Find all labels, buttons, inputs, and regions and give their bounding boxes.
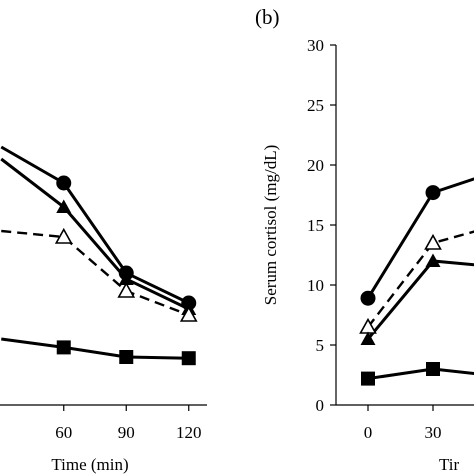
panel-a-x-tick-label: 120 <box>176 423 202 442</box>
panel-a-data-point-1 <box>56 199 72 213</box>
panel-b-label: (b) <box>255 5 280 29</box>
panel-b-y-tick-label: 10 <box>307 276 324 295</box>
panel-a-x-tick-label: 90 <box>118 423 135 442</box>
panel-b-data-point-3 <box>361 371 375 386</box>
panel-b-x-axis-title: Tir <box>439 455 460 474</box>
panel-a-series-line-3 <box>1 337 189 360</box>
panel-a-data-point-2 <box>54 227 73 244</box>
panel-b-y-tick-label: 20 <box>307 156 324 175</box>
panel-a: 60901200Time (min) <box>0 145 207 474</box>
panel-a-data-point-2 <box>117 281 136 298</box>
panel-a-series-line-2 <box>1 229 190 317</box>
panel-b-series-line-3 <box>367 367 474 381</box>
panel-a-data-point-2 <box>179 305 198 322</box>
panel-a-x-axis-title: Time (min) <box>51 455 128 474</box>
panel-b-data-point-0 <box>425 185 441 201</box>
panel-a-data-point-3 <box>181 351 196 366</box>
panel-b-data-point-3 <box>426 362 440 376</box>
panel-b-data-point-2 <box>425 253 441 267</box>
panel-a-data-point-3 <box>56 340 71 355</box>
panel-b-y-axis-title: Serum cortisol (mg/dL) <box>261 145 280 306</box>
panel-b-data-point-1 <box>424 233 442 250</box>
panel-b-y-tick-label: 15 <box>307 216 324 235</box>
panel-a-data-point-1 <box>118 271 134 285</box>
panel-b-data-point-2 <box>360 331 376 345</box>
panel-b-y-tick-label: 5 <box>316 336 325 355</box>
panel-a-x-tick-label: 60 <box>55 423 72 442</box>
panel-b-series-line-0 <box>366 177 474 299</box>
panel-b-y-tick-label: 0 <box>316 396 325 415</box>
panel-b-data-point-0 <box>360 290 376 306</box>
panel-a-series-line-0 <box>0 145 190 305</box>
panel-b-y-tick-label: 25 <box>307 96 324 115</box>
panel-b-x-tick-label: 30 <box>425 423 442 442</box>
panel-b-x-tick-label: 0 <box>364 423 373 442</box>
panel-b-y-tick-label: 30 <box>307 36 324 55</box>
panel-a-data-point-0 <box>56 175 72 191</box>
panel-b-series-line-1 <box>367 230 474 328</box>
panel-a-data-point-3 <box>119 350 134 364</box>
panel-b: (b) 0 5 10 15 20 25 30 Serum cortisol (mg/dL) 0 30… <box>255 5 474 474</box>
panel-a-series-line-1 <box>0 157 190 311</box>
